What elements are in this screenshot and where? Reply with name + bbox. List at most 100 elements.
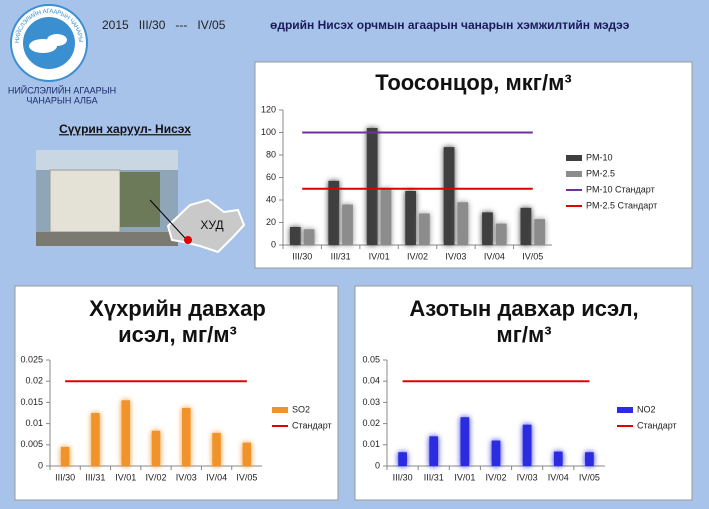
y-tick-label: 0.025 [20, 354, 43, 364]
bar [553, 451, 563, 466]
photo-building [49, 169, 121, 233]
x-tick-label: IV/03 [176, 472, 197, 482]
bar [429, 436, 439, 466]
x-tick-label: IV/04 [206, 472, 227, 482]
legend-swatch [272, 407, 288, 413]
x-tick-label: III/30 [393, 472, 413, 482]
legend-label: PM-2.5 Стандарт [586, 200, 657, 210]
x-tick-label: IV/02 [485, 472, 506, 482]
photo-ground [36, 232, 178, 246]
y-tick-label: 0.01 [25, 418, 43, 428]
x-tick-label: III/30 [292, 251, 312, 261]
x-tick-label: IV/04 [548, 472, 569, 482]
bar [482, 212, 493, 245]
bar [405, 191, 416, 245]
photo-sky [36, 150, 178, 170]
panel [14, 285, 339, 501]
bar [289, 227, 301, 245]
y-tick-label: 0.005 [20, 439, 43, 449]
y-tick-label: 0.01 [362, 439, 380, 449]
bar [585, 452, 594, 466]
y-tick-label: 0 [271, 239, 276, 249]
y-tick-label: 0 [375, 460, 380, 470]
x-tick-label: IV/05 [522, 251, 543, 261]
y-tick-label: 0.02 [25, 376, 43, 386]
legend-label: SO2 [292, 404, 310, 414]
x-tick-label: III/31 [424, 472, 444, 482]
panel [254, 61, 693, 269]
bar [212, 432, 221, 466]
org-name: ЧАНАРЫН АЛБА [26, 95, 97, 105]
bar [121, 400, 130, 466]
legend-swatch [617, 407, 633, 413]
legend-label: PM-2.5 [586, 168, 615, 178]
x-tick-label: IV/05 [579, 472, 600, 482]
map-dot [184, 236, 192, 244]
y-tick-label: 40 [266, 194, 276, 204]
legend-swatch [566, 155, 582, 161]
x-tick-label: IV/04 [484, 251, 505, 261]
y-tick-label: 0.02 [362, 418, 380, 428]
legend-swatch [566, 171, 582, 177]
bar [443, 147, 455, 245]
bar [380, 188, 392, 245]
y-tick-label: 100 [261, 127, 276, 137]
legend-label: PM-10 Стандарт [586, 184, 655, 194]
bar [520, 207, 532, 245]
headline: өдрийн Нисэх орчмын агаарын чанарын хэмж… [270, 18, 630, 32]
legend-label: Стандарт [637, 420, 677, 430]
y-tick-label: 80 [266, 149, 276, 159]
x-tick-label: IV/05 [236, 472, 257, 482]
bar [151, 430, 161, 466]
bar [242, 442, 252, 466]
chart-title: Азотын давхар исэл, мг/м³ [409, 296, 639, 347]
bar [60, 446, 70, 466]
x-tick-label: IV/02 [145, 472, 166, 482]
x-tick-label: IV/03 [517, 472, 538, 482]
bar [366, 128, 378, 245]
station: Сүүрин харуул- Нисэх [59, 122, 191, 136]
chart-title: Тоосонцор, мкг/м³ [375, 70, 572, 95]
y-tick-label: 0.015 [20, 397, 43, 407]
y-tick-label: 20 [266, 217, 276, 227]
bar [522, 424, 532, 466]
y-tick-label: 120 [261, 104, 276, 114]
legend-label: Стандарт [292, 420, 332, 430]
map-pointer [149, 199, 186, 239]
bar [419, 213, 430, 245]
y-tick-label: 60 [266, 172, 276, 182]
x-tick-label: IV/01 [454, 472, 475, 482]
bar [460, 417, 470, 466]
bar [91, 413, 100, 466]
bar [398, 452, 407, 466]
legend-label: NO2 [637, 404, 656, 414]
bar [328, 180, 340, 245]
y-tick-label: 0.03 [362, 397, 380, 407]
map-label: ХУД [200, 218, 223, 232]
logo-cloud [47, 34, 67, 46]
x-tick-label: IV/03 [445, 251, 466, 261]
org-name: НИЙСЛЭЛИЙН АГААРЫН [8, 84, 116, 95]
bar [342, 204, 353, 245]
bar [457, 202, 469, 245]
x-tick-label: IV/01 [115, 472, 136, 482]
bar [303, 229, 315, 245]
x-tick-label: IV/02 [407, 251, 428, 261]
legend-label: PM-10 [586, 152, 613, 162]
y-tick-label: 0 [38, 460, 43, 470]
y-tick-label: 0.04 [362, 376, 380, 386]
bar [182, 407, 191, 466]
bar [491, 440, 501, 466]
x-tick-label: III/31 [331, 251, 351, 261]
x-tick-label: IV/01 [369, 251, 390, 261]
y-tick-label: 0.05 [362, 354, 380, 364]
bar [534, 219, 546, 245]
chart-title: Хүхрийн давхар исэл, мг/м³ [89, 296, 266, 347]
bar [495, 223, 507, 245]
period: 2015 III/30 --- IV/05 [102, 18, 226, 32]
x-tick-label: III/31 [85, 472, 105, 482]
x-tick-label: III/30 [55, 472, 75, 482]
photo-tree [120, 172, 160, 227]
